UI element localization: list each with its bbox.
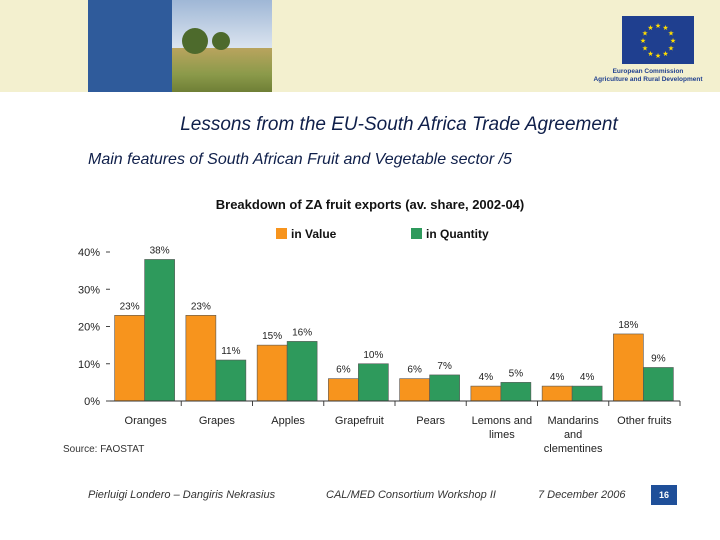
eu-label-line2: Agriculture and Rural Development bbox=[593, 76, 703, 83]
legend-swatch-1 bbox=[411, 228, 422, 239]
bar-1-2 bbox=[286, 341, 318, 402]
eu-flag-logo: ★ ★ ★ ★ ★ ★ ★ ★ ★ ★ ★ ★ bbox=[622, 16, 694, 64]
category-label-3-0: Grapefruit bbox=[335, 415, 384, 427]
slide-subtitle: Main features of South African Fruit and… bbox=[88, 151, 512, 168]
svg-text:★: ★ bbox=[670, 37, 676, 45]
eu-label-line1: European Commission bbox=[612, 68, 684, 75]
legend-label-1: in Quantity bbox=[426, 227, 489, 241]
data-label-0-1: 23% bbox=[191, 301, 211, 312]
data-label-1-6: 4% bbox=[580, 372, 595, 383]
bar-1-7 bbox=[643, 367, 674, 402]
bar-1-5 bbox=[500, 382, 532, 402]
svg-text:★: ★ bbox=[647, 24, 653, 32]
category-label-7-0: Other fruits bbox=[617, 415, 672, 427]
svg-text:★: ★ bbox=[662, 50, 668, 58]
bar-0-0 bbox=[114, 315, 145, 402]
category-label-4-0: Pears bbox=[416, 415, 445, 427]
category-label-0-0: Oranges bbox=[125, 415, 168, 427]
data-label-0-3: 6% bbox=[336, 365, 351, 376]
exports-bar-chart: Breakdown of ZA fruit exports (av. share… bbox=[78, 197, 681, 455]
bar-1-1 bbox=[215, 359, 247, 402]
category-label-6-2: clementines bbox=[544, 443, 603, 455]
bar-0-1 bbox=[185, 315, 217, 402]
data-label-1-1: 11% bbox=[221, 346, 240, 357]
bar-0-2 bbox=[256, 344, 288, 402]
y-tick-label-3: 30% bbox=[78, 284, 100, 296]
slide-title: Lessons from the EU-South Africa Trade A… bbox=[180, 114, 618, 135]
bar-1-6 bbox=[571, 385, 603, 402]
data-label-1-5: 5% bbox=[509, 368, 524, 379]
eu-label: European Commission Agriculture and Rura… bbox=[578, 68, 718, 84]
category-label-2-0: Apples bbox=[271, 415, 305, 427]
svg-text:★: ★ bbox=[640, 37, 646, 45]
data-label-1-4: 7% bbox=[437, 361, 452, 372]
svg-text:★: ★ bbox=[642, 45, 648, 53]
bar-0-7 bbox=[613, 333, 644, 402]
bar-0-5 bbox=[470, 385, 502, 402]
data-label-1-7: 9% bbox=[651, 353, 666, 364]
data-label-0-4: 6% bbox=[407, 365, 422, 376]
header-blue-strip bbox=[88, 0, 172, 92]
data-label-1-0: 38% bbox=[150, 245, 170, 256]
category-label-6-0: Mandarins bbox=[547, 415, 599, 427]
legend-label-0: in Value bbox=[291, 227, 337, 241]
bar-0-4 bbox=[399, 378, 430, 402]
data-label-0-0: 23% bbox=[120, 301, 140, 312]
data-label-0-7: 18% bbox=[618, 320, 638, 331]
source-note: Source: FAOSTAT bbox=[63, 444, 145, 455]
category-label-5-0: Lemons and bbox=[472, 415, 533, 427]
bar-0-3 bbox=[328, 378, 359, 402]
y-tick-label-4: 40% bbox=[78, 247, 100, 259]
category-label-6-1: and bbox=[564, 429, 582, 441]
data-label-1-3: 10% bbox=[363, 350, 383, 361]
footer-date: 7 December 2006 bbox=[538, 489, 626, 501]
y-tick-label-1: 10% bbox=[78, 359, 100, 371]
bar-1-0 bbox=[144, 259, 175, 402]
category-label-5-1: limes bbox=[489, 429, 515, 441]
svg-text:★: ★ bbox=[655, 52, 661, 60]
svg-text:★: ★ bbox=[647, 50, 653, 58]
y-tick-label-0: 0% bbox=[84, 396, 100, 408]
bar-1-3 bbox=[358, 363, 389, 402]
footer-event: CAL/MED Consortium Workshop II bbox=[326, 489, 496, 501]
bar-0-6 bbox=[541, 385, 573, 402]
footer-authors: Pierluigi Londero – Dangiris Nekrasius bbox=[88, 489, 276, 501]
svg-text:★: ★ bbox=[662, 24, 668, 32]
svg-text:★: ★ bbox=[655, 22, 661, 30]
y-tick-label-2: 20% bbox=[78, 322, 100, 334]
svg-text:★: ★ bbox=[668, 30, 674, 38]
svg-text:★: ★ bbox=[668, 45, 674, 53]
data-label-0-5: 4% bbox=[479, 372, 494, 383]
category-label-1-0: Grapes bbox=[199, 415, 236, 427]
chart-title: Breakdown of ZA fruit exports (av. share… bbox=[216, 197, 524, 212]
legend-swatch-0 bbox=[276, 228, 287, 239]
data-label-0-6: 4% bbox=[550, 372, 565, 383]
data-label-1-2: 16% bbox=[292, 327, 312, 338]
data-label-0-2: 15% bbox=[262, 331, 282, 342]
header-landscape-photo bbox=[172, 0, 272, 92]
page-number: 16 bbox=[651, 485, 677, 505]
bar-1-4 bbox=[429, 374, 460, 402]
svg-text:★: ★ bbox=[642, 30, 648, 38]
